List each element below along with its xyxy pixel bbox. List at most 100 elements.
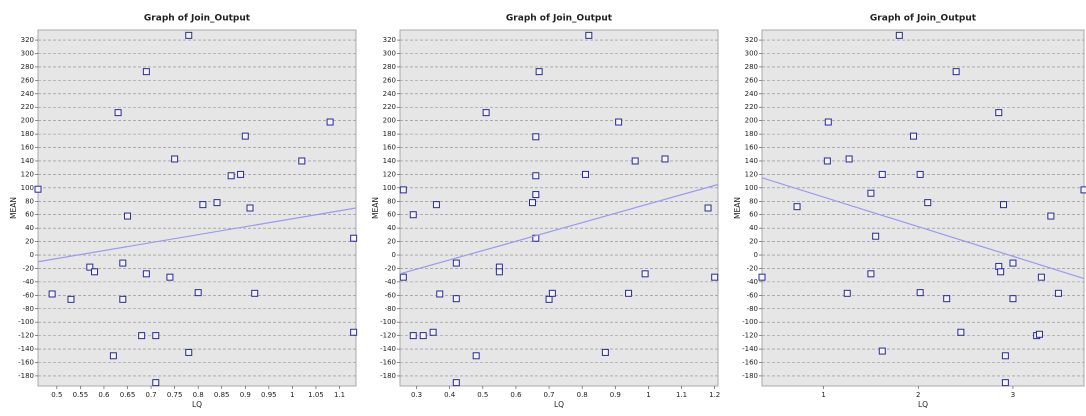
y-tick-label: 20	[749, 238, 758, 246]
y-tick-label: 280	[383, 63, 396, 71]
y-tick-label: 200	[21, 117, 34, 125]
y-tick-label: -60	[385, 291, 396, 299]
x-tick-label: 1	[290, 391, 294, 399]
point	[399, 273, 407, 281]
point	[878, 170, 886, 178]
point	[213, 199, 221, 207]
y-tick-label: 200	[383, 117, 396, 125]
point	[119, 295, 127, 303]
y-tick-label: 300	[383, 50, 396, 58]
y-tick-label: 120	[745, 170, 758, 178]
point	[241, 132, 249, 140]
x-tick-label: 0.5	[51, 391, 62, 399]
y-tick-label: 260	[383, 76, 396, 84]
point	[152, 332, 160, 340]
point	[1001, 379, 1009, 387]
point	[631, 157, 639, 165]
y-tick-label: -120	[380, 332, 396, 340]
y-tick-label: -160	[18, 358, 34, 366]
y-tick-label: -100	[18, 318, 34, 326]
point	[532, 133, 540, 141]
x-tick-label: 0.65	[120, 391, 136, 399]
point	[895, 31, 903, 39]
y-tick-label: 180	[383, 130, 396, 138]
y-tick-label: 40	[749, 224, 758, 232]
x-tick-label: 0.95	[261, 391, 277, 399]
point	[166, 273, 174, 281]
point	[419, 332, 427, 340]
plot-area	[399, 29, 719, 387]
x-tick-label: 1	[646, 391, 650, 399]
point	[436, 290, 444, 298]
y-tick-label: 240	[383, 90, 396, 98]
point	[995, 109, 1003, 117]
y-tick-label: 160	[383, 144, 396, 152]
y-tick-label: -40	[747, 278, 758, 286]
x-tick-label: 0.8	[577, 391, 588, 399]
point	[409, 332, 417, 340]
x-tick-label: 0.7	[543, 391, 554, 399]
x-axis-title: LQ	[918, 400, 928, 409]
point	[924, 199, 932, 207]
point	[227, 172, 235, 180]
y-tick-label: -120	[18, 332, 34, 340]
y-axis-title: MEAN	[733, 197, 742, 219]
point	[601, 348, 609, 356]
x-tick-label: 0.5	[477, 391, 488, 399]
point	[237, 170, 245, 178]
y-tick-label: 280	[745, 63, 758, 71]
y-tick-label: -160	[742, 358, 758, 366]
point	[251, 289, 259, 297]
y-tick-label: 300	[745, 50, 758, 58]
y-tick-label: 280	[21, 63, 34, 71]
point	[91, 268, 99, 276]
y-tick-label: 120	[383, 170, 396, 178]
x-tick-label: 0.6	[98, 391, 110, 399]
point	[185, 348, 193, 356]
y-tick-label: 140	[383, 157, 396, 165]
point	[878, 347, 886, 355]
point	[350, 328, 358, 336]
point	[1000, 201, 1007, 209]
point	[867, 270, 875, 278]
y-tick-label: -40	[23, 278, 34, 286]
point	[495, 268, 503, 276]
point	[86, 263, 94, 271]
y-tick-label: -60	[747, 291, 758, 299]
chart-panel: Graph of Join_Output -180 -160 -140 -120 -100…	[9, 14, 358, 409]
y-tick-label: 180	[21, 130, 34, 138]
y-tick-label: 120	[21, 170, 34, 178]
point	[452, 379, 460, 387]
y-tick-label: 140	[21, 157, 34, 165]
y-tick-label: 320	[21, 36, 34, 44]
point	[1047, 212, 1055, 220]
y-tick-label: 60	[387, 211, 396, 219]
point	[109, 352, 117, 360]
y-tick-label: 100	[745, 184, 758, 192]
point	[152, 379, 160, 387]
y-tick-label: 220	[745, 103, 758, 111]
y-tick-label: -120	[742, 332, 758, 340]
point	[641, 270, 649, 278]
point	[482, 109, 490, 117]
y-tick-label: 0	[30, 251, 34, 259]
point	[326, 118, 334, 126]
x-tick-label: 1.05	[308, 391, 324, 399]
point	[545, 295, 553, 303]
x-tick-label: 0.85	[214, 391, 230, 399]
chart-title: Graph of Join_Output	[506, 14, 613, 24]
y-tick-label: 180	[745, 130, 758, 138]
y-tick-label: -180	[18, 372, 34, 380]
y-tick-label: 300	[21, 50, 34, 58]
y-tick-label: 260	[745, 76, 758, 84]
y-tick-label: 20	[387, 238, 396, 246]
point	[1080, 186, 1086, 194]
point	[1054, 289, 1062, 297]
x-tick-label: 0.3	[411, 391, 422, 399]
x-tick-label: 0.4	[444, 391, 456, 399]
y-tick-label: 0	[754, 251, 758, 259]
trend-line	[37, 207, 357, 263]
point	[532, 191, 540, 199]
point	[532, 172, 540, 180]
